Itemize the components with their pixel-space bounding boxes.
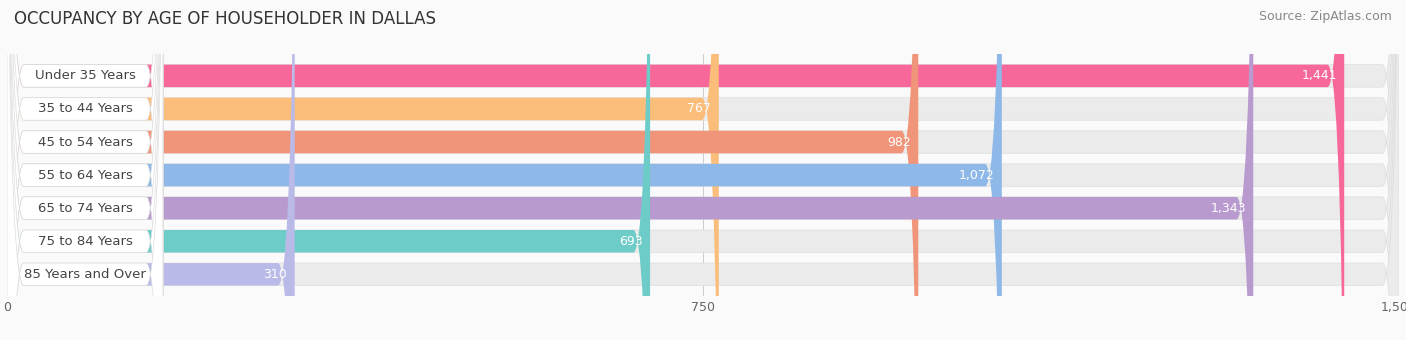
Text: 55 to 64 Years: 55 to 64 Years <box>38 169 132 182</box>
Text: 767: 767 <box>688 102 711 116</box>
FancyBboxPatch shape <box>7 0 1399 340</box>
Text: 310: 310 <box>263 268 287 281</box>
FancyBboxPatch shape <box>7 0 163 340</box>
FancyBboxPatch shape <box>7 0 163 340</box>
FancyBboxPatch shape <box>7 0 718 340</box>
FancyBboxPatch shape <box>7 0 918 340</box>
Text: OCCUPANCY BY AGE OF HOUSEHOLDER IN DALLAS: OCCUPANCY BY AGE OF HOUSEHOLDER IN DALLA… <box>14 10 436 28</box>
FancyBboxPatch shape <box>7 0 1399 340</box>
Text: Under 35 Years: Under 35 Years <box>35 69 135 82</box>
FancyBboxPatch shape <box>7 0 163 340</box>
FancyBboxPatch shape <box>7 0 1399 340</box>
Text: Source: ZipAtlas.com: Source: ZipAtlas.com <box>1258 10 1392 23</box>
FancyBboxPatch shape <box>7 0 1399 340</box>
Text: 85 Years and Over: 85 Years and Over <box>24 268 146 281</box>
Text: 75 to 84 Years: 75 to 84 Years <box>38 235 132 248</box>
FancyBboxPatch shape <box>7 0 163 340</box>
Text: 1,072: 1,072 <box>959 169 994 182</box>
Text: 693: 693 <box>619 235 643 248</box>
FancyBboxPatch shape <box>7 0 163 340</box>
Text: 1,441: 1,441 <box>1302 69 1337 82</box>
FancyBboxPatch shape <box>7 0 295 340</box>
Text: 65 to 74 Years: 65 to 74 Years <box>38 202 132 215</box>
FancyBboxPatch shape <box>7 0 1399 340</box>
FancyBboxPatch shape <box>7 0 1399 340</box>
Text: 45 to 54 Years: 45 to 54 Years <box>38 136 132 149</box>
Text: 1,343: 1,343 <box>1211 202 1246 215</box>
FancyBboxPatch shape <box>7 0 163 340</box>
FancyBboxPatch shape <box>7 0 1399 340</box>
FancyBboxPatch shape <box>7 0 1253 340</box>
FancyBboxPatch shape <box>7 0 1344 340</box>
Text: 982: 982 <box>887 136 911 149</box>
FancyBboxPatch shape <box>7 0 1002 340</box>
Text: 35 to 44 Years: 35 to 44 Years <box>38 102 132 116</box>
FancyBboxPatch shape <box>7 0 163 340</box>
FancyBboxPatch shape <box>7 0 650 340</box>
